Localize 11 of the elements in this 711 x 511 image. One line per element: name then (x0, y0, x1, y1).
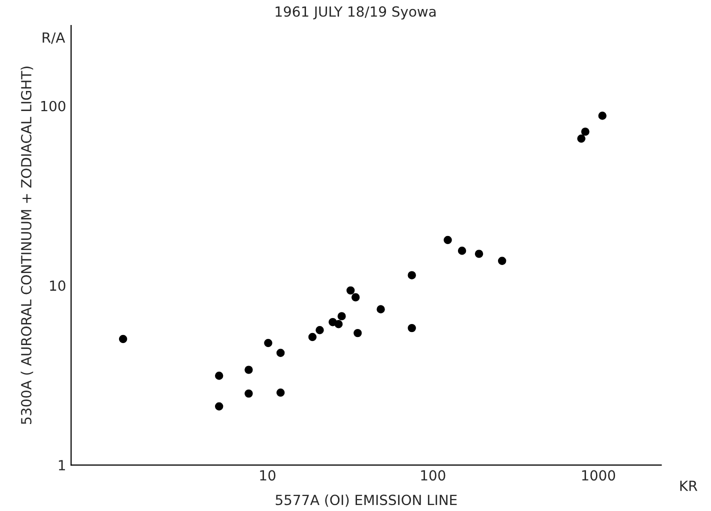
y-tick-label: 1 (58, 460, 65, 470)
x-axis-title: 5577A (OI) EMISSION LINE (276, 494, 457, 507)
y-axis-title: 5300A ( AURORAL CONTINUUM + ZODIACAL LIGHT) (20, 66, 34, 424)
x-tick-label: 100 (421, 470, 446, 481)
y-tick-label: 100 (41, 100, 66, 112)
x-tick-label: 10 (260, 470, 276, 481)
y-tick-label: 10 (50, 280, 66, 291)
chart-title: 1961 JULY 18/19 Syowa (276, 6, 436, 20)
text: KR (680, 480, 698, 491)
text: R/A (42, 32, 66, 44)
x-tick-label: 1000 (582, 470, 616, 481)
